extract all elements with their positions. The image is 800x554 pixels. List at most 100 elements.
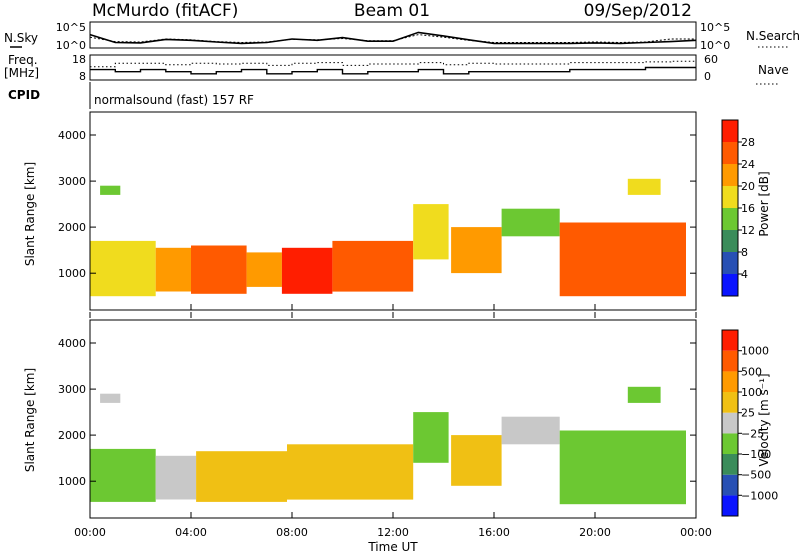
velocity-colorbar-cell [722, 454, 738, 475]
power-colorbar-tick-label: 20 [741, 180, 755, 193]
heatmap-region [413, 412, 449, 463]
heatmap-region [627, 386, 661, 403]
freq-panel-frame [89, 54, 697, 81]
velocity-colorbar-cell [722, 412, 738, 434]
noise-series-group [89, 31, 697, 45]
velocity-colorbar: 1000 500 100 25 −25 −100 −500 −1000 [721, 329, 778, 517]
freq-label-line1: Freq. [8, 53, 38, 67]
velocity-colorbar-tick-label: 500 [741, 365, 762, 378]
power-heatmap [90, 178, 686, 297]
power-colorbar: 28 24 20 16 12 8 4 [721, 119, 755, 297]
power-y-axis: 4000 3000 2000 1000 [58, 129, 696, 280]
velocity-ytick-label: 1000 [58, 475, 86, 488]
velocity-colorbar-label: Velocity [m s⁻¹] [757, 373, 771, 466]
station-title: McMurdo (fitACF) [92, 1, 238, 21]
power-colorbar-tick-label: 28 [741, 136, 755, 149]
heatmap-region [191, 245, 247, 294]
power-colorbar-cell [722, 230, 738, 252]
xtick-label: 04:00 [175, 526, 207, 539]
power-colorbar-tick-label: 8 [741, 246, 748, 259]
heatmap-region [559, 222, 686, 297]
heatmap-region [155, 247, 191, 292]
velocity-panel: 4000 3000 2000 1000 Slant Range [km] 1000 50… [23, 319, 778, 519]
power-ytick-label: 4000 [58, 129, 86, 142]
velocity-colorbar-tick-label: −500 [741, 469, 771, 482]
noise-right-tick-top: 10^5 [700, 21, 730, 34]
noise-panel-frame [89, 21, 697, 49]
power-ytick-label: 1000 [58, 267, 86, 280]
heatmap-region [287, 444, 414, 500]
velocity-ytick-label: 3000 [58, 383, 86, 396]
heatmap-region [332, 240, 414, 292]
power-colorbar-label: Power [dB] [757, 171, 771, 236]
heatmap-region [155, 455, 197, 500]
power-colorbar-tick-label: 12 [741, 224, 755, 237]
noise-right-label: N.Search [746, 29, 800, 43]
power-colorbar-tick-label: 24 [741, 158, 755, 171]
noise-left-tick-top: 10^5 [56, 21, 86, 34]
noise-right-tick-bottom: 10^0 [700, 39, 730, 52]
freq-right-tick-top: 60 [704, 53, 718, 66]
velocity-colorbar-cell [722, 433, 738, 454]
heatmap-region [413, 204, 449, 260]
xtick-label: 08:00 [276, 526, 308, 539]
power-colorbar-cell [722, 142, 738, 164]
velocity-heatmap [90, 386, 686, 505]
noise-left-tick-bottom: 10^0 [56, 39, 86, 52]
freq-left-tick-top: 18 [72, 53, 86, 66]
heatmap-region [90, 448, 156, 502]
power-colorbar-cell [722, 208, 738, 230]
velocity-colorbar-tick-label: −1000 [741, 489, 778, 502]
velocity-colorbar-cell [722, 330, 738, 351]
velocity-colorbar-cell [722, 350, 738, 372]
heatmap-region [246, 252, 282, 287]
power-colorbar-cell [722, 274, 738, 296]
velocity-ylabel: Slant Range [km] [23, 368, 37, 472]
freq-panel: Freq. [MHz] 18 8 60 0 Nave [4, 53, 789, 85]
velocity-colorbar-tick-label: −25 [741, 427, 764, 440]
time-axis: 00:00 04:00 08:00 12:00 16:00 20:00 00:00 [74, 304, 712, 539]
freq-series-group [90, 60, 696, 75]
cpid-value: normalsound (fast) 157 RF [94, 93, 254, 107]
power-colorbar-cell [722, 186, 738, 208]
power-colorbar-cell [722, 252, 738, 274]
heatmap-region [196, 451, 287, 502]
power-panel: 4000 3000 2000 1000 Slant Range [km] 28 24 20… [23, 111, 771, 311]
power-colorbar-cell [722, 164, 738, 186]
heatmap-region [281, 247, 333, 294]
heatmap-region [451, 435, 502, 486]
noise-left-label: N.Sky [4, 31, 38, 45]
power-colorbar-cell [722, 120, 738, 142]
cpid-label: CPID [8, 88, 40, 102]
xtick-label: 00:00 [74, 526, 106, 539]
beam-title: Beam 01 [354, 1, 430, 21]
velocity-colorbar-tick-label: 1000 [741, 345, 769, 358]
xtick-label: 00:00 [680, 526, 712, 539]
freq-label-line2: [MHz] [4, 66, 39, 80]
power-colorbar-tick-label: 4 [741, 268, 748, 281]
heatmap-region [451, 227, 502, 274]
velocity-ytick-label: 4000 [58, 337, 86, 350]
power-ytick-label: 3000 [58, 175, 86, 188]
velocity-colorbar-tick-label: −100 [741, 448, 771, 461]
power-colorbar-tick-label: 16 [741, 202, 755, 215]
xtick-label: 20:00 [579, 526, 611, 539]
power-ytick-label: 2000 [58, 221, 86, 234]
velocity-colorbar-cell [722, 495, 738, 516]
xtick-label: 16:00 [478, 526, 510, 539]
freq-right-tick-bottom: 0 [704, 70, 711, 83]
velocity-colorbar-cell [722, 474, 738, 496]
date-title: 09/Sep/2012 [584, 1, 692, 21]
heatmap-region [501, 416, 560, 445]
velocity-colorbar-cell [722, 392, 738, 413]
noise-panel: N.Sky 10^5 10^0 10^5 10^0 N.Search [4, 21, 800, 52]
heatmap-region [559, 430, 686, 505]
noise-search-line [89, 34, 696, 44]
xtick-label: 12:00 [377, 526, 409, 539]
velocity-colorbar-tick-label: 100 [741, 386, 762, 399]
nave-label: Nave [758, 63, 789, 77]
velocity-colorbar-frame [721, 329, 739, 517]
velocity-y-axis: 4000 3000 2000 1000 [58, 337, 696, 488]
power-ylabel: Slant Range [km] [23, 162, 37, 266]
